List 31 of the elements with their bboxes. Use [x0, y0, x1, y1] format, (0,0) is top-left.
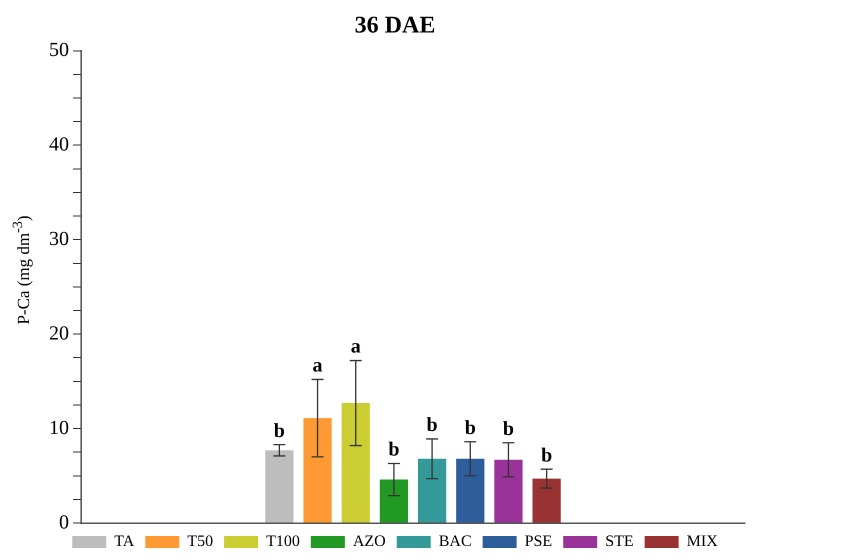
legend-label: T50: [187, 533, 214, 550]
bar: [456, 458, 484, 522]
chart-title: 36 DAE: [354, 12, 436, 39]
legend-label: BAC: [438, 533, 472, 550]
data-label: b: [388, 438, 400, 461]
legend-label: T100: [266, 533, 300, 550]
bar: [265, 450, 294, 522]
bar: [380, 480, 408, 522]
data-label: b: [502, 418, 514, 440]
legend-label: AZO: [352, 533, 386, 550]
data-label: b: [464, 416, 476, 439]
data-label: b: [274, 420, 285, 442]
bar: [342, 403, 370, 522]
legend-label: PSE: [524, 533, 552, 550]
y-tick-label: 30: [49, 228, 69, 250]
data-label: a: [312, 354, 323, 377]
data-label: b: [426, 414, 438, 436]
y-tick-label: 20: [49, 322, 69, 344]
data-label: b: [541, 444, 552, 466]
legend-label: MIX: [686, 533, 718, 550]
y-tick-label: 40: [49, 133, 69, 156]
y-tick-label: 10: [49, 416, 69, 439]
bar: [532, 478, 561, 522]
legend-label: STE: [605, 533, 634, 550]
legend-label: TA: [114, 533, 135, 550]
y-tick-label: 0: [59, 511, 69, 534]
bar: [303, 418, 332, 522]
y-tick-label: 50: [49, 39, 69, 62]
data-label: a: [350, 336, 361, 358]
bar: [494, 460, 523, 522]
bar: [418, 458, 446, 522]
